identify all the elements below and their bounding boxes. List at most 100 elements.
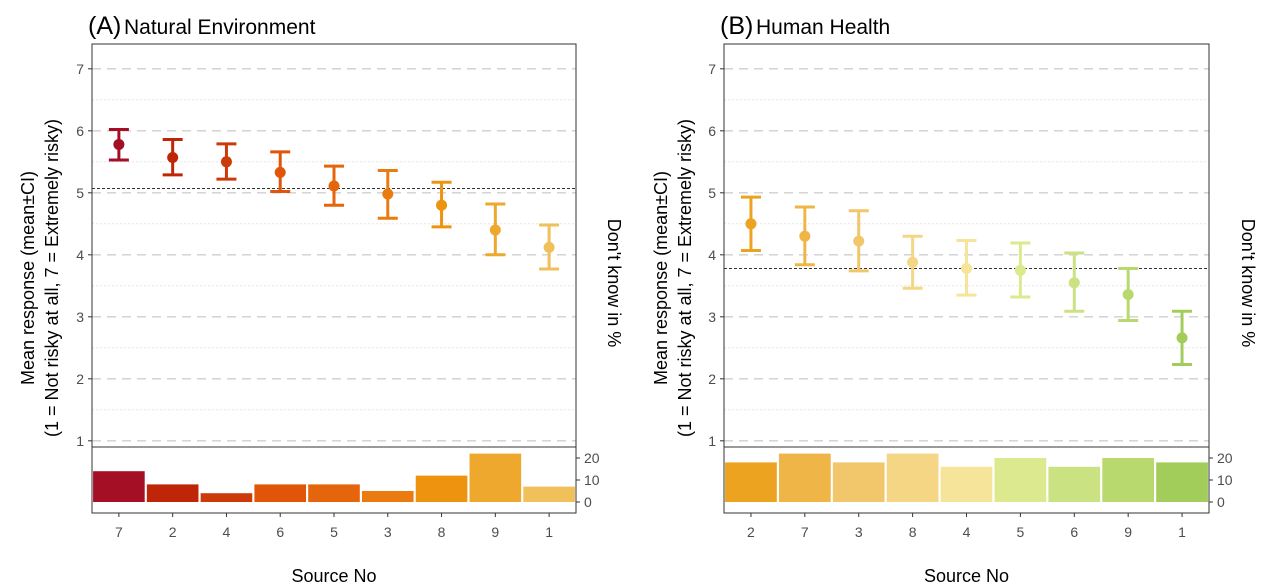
dont-know-bars	[93, 453, 575, 502]
dont-know-bar-source-6	[254, 484, 307, 502]
y-tick-label: 2	[708, 371, 716, 387]
mean-point	[1014, 264, 1026, 276]
errorbar-source-9	[485, 202, 506, 257]
x-tick-label: 1	[545, 524, 553, 540]
x-tick-label: 4	[223, 524, 231, 540]
dont-know-bar-source-8	[415, 475, 468, 502]
mean-point	[113, 138, 125, 150]
errorbar-source-3	[377, 168, 398, 220]
bar-tick-label: 0	[584, 494, 592, 510]
y-tick-label: 6	[76, 123, 84, 139]
dont-know-bar-source-4	[940, 466, 993, 502]
mean-point	[1176, 332, 1188, 344]
dont-know-bars	[725, 453, 1208, 502]
mean-point	[489, 224, 501, 236]
dont-know-bar-source-7	[93, 471, 145, 502]
panel-tag: (B)	[720, 12, 753, 40]
y-tick-label: 3	[708, 309, 716, 325]
y-tick-label: 3	[76, 309, 84, 325]
x-tick-label: 4	[963, 524, 971, 540]
x-tick-label: 9	[491, 524, 499, 540]
dont-know-bar-source-7	[778, 453, 831, 502]
errorbar-source-2	[162, 137, 183, 177]
panel-tag: (A)	[88, 12, 121, 40]
errorbar-source-1	[1172, 309, 1193, 367]
x-tick-label: 6	[276, 524, 284, 540]
errorbar-source-5	[324, 164, 344, 207]
errorbar-source-9	[1118, 266, 1139, 323]
main-panel-border	[91, 43, 577, 448]
errorbar-source-7	[108, 128, 129, 162]
y-tick-label: 1	[76, 433, 84, 449]
errorbar-source-2	[740, 195, 761, 252]
bar-tick-label: 20	[584, 450, 600, 466]
mean-point	[907, 256, 919, 268]
y-tick-label: 7	[76, 61, 84, 77]
y-tick-label: 5	[708, 185, 716, 201]
mean-point	[1068, 277, 1080, 289]
y-axis-label-line1: Mean response (mean±CI)	[651, 171, 671, 385]
mean-point	[436, 199, 448, 211]
dont-know-bar-source-3	[832, 462, 885, 502]
bar-tick-label: 10	[584, 472, 600, 488]
mean-point	[382, 188, 394, 200]
dont-know-bar-source-9	[1102, 458, 1155, 502]
dont-know-bar-source-3	[361, 491, 414, 502]
errorbar-source-6	[270, 150, 291, 194]
mean-point	[274, 166, 286, 178]
y-tick-label: 5	[76, 185, 84, 201]
x-tick-label: 5	[1016, 524, 1024, 540]
errorbar-source-8	[902, 234, 923, 290]
x-tick-label: 8	[909, 524, 917, 540]
dont-know-bar-source-2	[725, 462, 777, 502]
x-tick-label: 6	[1070, 524, 1078, 540]
errorbar-source-4	[216, 142, 237, 181]
mean-point	[799, 230, 811, 242]
x-axis-label: Source No	[291, 566, 376, 586]
x-tick-label: 7	[115, 524, 123, 540]
mean-point	[853, 235, 865, 247]
dont-know-bar-source-8	[886, 453, 939, 502]
errorbar-source-3	[848, 209, 869, 273]
y-tick-label: 2	[76, 371, 84, 387]
panel-title: Human Health	[756, 16, 890, 39]
errorbar-source-7	[794, 205, 815, 267]
mean-point	[220, 156, 232, 168]
y-axis-label-line1: Mean response (mean±CI)	[18, 171, 38, 385]
mean-point	[167, 151, 179, 163]
errorbar-source-8	[431, 180, 452, 229]
dont-know-bar-source-2	[146, 484, 199, 502]
right-axis-label: Don't know in %	[1238, 219, 1258, 348]
dont-know-bar-source-6	[1048, 466, 1101, 502]
errorbar-source-1	[539, 223, 560, 271]
mean-point	[961, 262, 972, 274]
mean-point	[543, 241, 555, 253]
dont-know-bar-source-5	[308, 484, 360, 502]
y-axis-label-line2: (1 = Not risky at all, 7 = Extremely ris…	[42, 119, 62, 437]
panel-a: 1 2 3 4 5 6 7 0 10 20 7 2 4 6 5 3 8 9 1 (A) Natural Environm…	[18, 12, 624, 586]
dont-know-bar-source-5	[994, 458, 1047, 502]
y-tick-label: 1	[708, 433, 716, 449]
x-tick-label: 3	[384, 524, 392, 540]
errorbar-source-5	[1010, 241, 1031, 299]
mean-point	[1122, 288, 1134, 300]
x-tick-label: 3	[855, 524, 863, 540]
y-tick-label: 4	[76, 247, 84, 263]
y-axis-label-line2: (1 = Not risky at all, 7 = Extremely ris…	[675, 119, 695, 437]
y-tick-label: 7	[708, 61, 716, 77]
y-tick-label: 6	[708, 123, 716, 139]
dont-know-bar-source-1	[1156, 462, 1208, 502]
panel-title: Natural Environment	[124, 16, 316, 39]
bar-tick-label: 20	[1217, 450, 1233, 466]
bar-tick-label: 10	[1217, 472, 1233, 488]
x-tick-label: 2	[169, 524, 177, 540]
x-tick-label: 2	[747, 524, 755, 540]
x-tick-label: 5	[330, 524, 338, 540]
mean-point	[328, 180, 340, 192]
x-axis-label: Source No	[924, 566, 1009, 586]
dont-know-bar-source-1	[523, 486, 575, 502]
bar-tick-label: 0	[1217, 494, 1225, 510]
gridlines	[92, 68, 576, 442]
panel-b: 1 2 3 4 5 6 7 0 10 20 2 7 3 8 4 5 6 9 1 (B) Human Health Sour…	[651, 12, 1258, 586]
